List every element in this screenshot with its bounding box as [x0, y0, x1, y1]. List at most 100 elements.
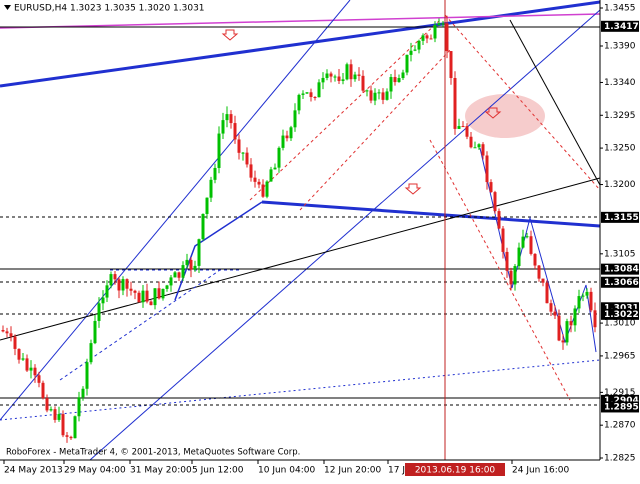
- candle-body: [117, 279, 121, 291]
- candle-body: [465, 126, 469, 137]
- candle-body: [393, 77, 397, 83]
- price-tick-label: 1.2825: [604, 453, 636, 463]
- candle-body: [533, 253, 537, 266]
- candle-body: [157, 288, 161, 299]
- price-tick-label: 1.3200: [604, 180, 636, 190]
- time-label: 24 May 2013: [4, 466, 63, 476]
- symbol-header: EURUSD,H4 1.3023 1.3035 1.3020 1.3031: [14, 4, 205, 14]
- candle-body: [77, 397, 81, 417]
- candle-body: [317, 82, 321, 98]
- candle-body: [553, 311, 557, 316]
- candle-body: [549, 303, 553, 312]
- price-tick-label: 1.2870: [604, 421, 636, 431]
- candle-body: [285, 135, 289, 139]
- candle-body: [453, 78, 457, 129]
- candle-body: [333, 76, 337, 78]
- candle-body: [29, 367, 33, 371]
- candle-body: [277, 147, 281, 168]
- candle-body: [101, 297, 105, 304]
- candle-body: [353, 74, 357, 80]
- candle-body: [289, 127, 293, 139]
- candle-body: [217, 133, 221, 168]
- candle-body: [537, 265, 541, 279]
- candle-body: [569, 321, 573, 326]
- price-label-bg: [601, 308, 639, 320]
- candle-body: [325, 73, 329, 78]
- candle-body: [309, 92, 313, 98]
- candle-body: [37, 375, 41, 383]
- price-label: 1.3066: [604, 278, 639, 288]
- time-label-highlight: 2013.06.19 16:00: [415, 466, 496, 476]
- price-tick-label: 1.3295: [604, 111, 636, 121]
- candle-body: [1, 330, 5, 332]
- price-tick-label: 1.3340: [604, 78, 636, 88]
- candle-body: [345, 64, 349, 80]
- header-arrow: [4, 5, 11, 10]
- candle-body: [441, 23, 445, 25]
- candle-body: [221, 120, 225, 134]
- candle-body: [149, 301, 153, 306]
- candle-body: [329, 73, 333, 77]
- price-label: 1.2904: [604, 396, 639, 406]
- candle-body: [273, 167, 277, 170]
- candle-body: [593, 310, 597, 328]
- candle-body: [241, 152, 245, 154]
- candle-body: [233, 123, 237, 140]
- candle-body: [541, 278, 545, 283]
- candle-body: [205, 197, 209, 214]
- candle-body: [561, 340, 565, 343]
- price-label-bg: [601, 20, 639, 32]
- candle-body: [133, 290, 137, 293]
- price-label: 1.3022: [604, 310, 639, 320]
- candle-body: [129, 288, 133, 291]
- candle-body: [417, 40, 421, 50]
- candle-body: [425, 35, 429, 39]
- candle-body: [385, 91, 389, 100]
- candle-body: [413, 49, 417, 51]
- candle-body: [585, 291, 589, 296]
- candle-body: [49, 409, 53, 411]
- candle-body: [477, 144, 481, 148]
- candle-body: [381, 92, 385, 100]
- candle-body: [45, 398, 49, 411]
- candle-body: [161, 288, 165, 299]
- candle-body: [337, 76, 341, 81]
- candle-body: [493, 192, 497, 212]
- price-tick-label: 1.2965: [604, 351, 636, 361]
- price-label: 1.3031: [604, 303, 639, 313]
- candle-body: [373, 92, 377, 101]
- candle-body: [573, 308, 577, 326]
- candle-body: [565, 321, 569, 343]
- candle-body: [109, 274, 113, 286]
- candle-body: [341, 79, 345, 81]
- candle-body: [65, 435, 69, 437]
- candle-body: [257, 181, 261, 185]
- candle-body: [193, 265, 197, 270]
- candle-body: [401, 72, 405, 79]
- candle-body: [577, 296, 581, 309]
- candle-body: [145, 290, 149, 302]
- candle-body: [481, 144, 485, 156]
- candle-body: [509, 270, 513, 285]
- time-label: 12 Jun 20:00: [324, 466, 381, 476]
- candle-body: [61, 414, 65, 436]
- candle-body: [25, 358, 29, 371]
- candle-body: [485, 155, 489, 183]
- candle-body: [545, 282, 549, 304]
- time-label: 10 Jun 04:00: [258, 466, 315, 476]
- price-label: 1.3417: [604, 22, 639, 32]
- candle-body: [365, 90, 369, 92]
- candle-body: [5, 331, 9, 334]
- price-label: 1.3084: [604, 265, 639, 275]
- candle-body: [497, 211, 501, 229]
- candle-body: [209, 179, 213, 198]
- candle-body: [97, 303, 101, 321]
- time-label-bg: [405, 463, 505, 476]
- candle-body: [449, 51, 453, 79]
- candle-body: [213, 167, 217, 180]
- candle-body: [81, 388, 85, 398]
- price-tick-label: 1.2915: [604, 388, 636, 398]
- time-label: 29 May 04:00: [64, 466, 126, 476]
- candle-body: [249, 164, 253, 178]
